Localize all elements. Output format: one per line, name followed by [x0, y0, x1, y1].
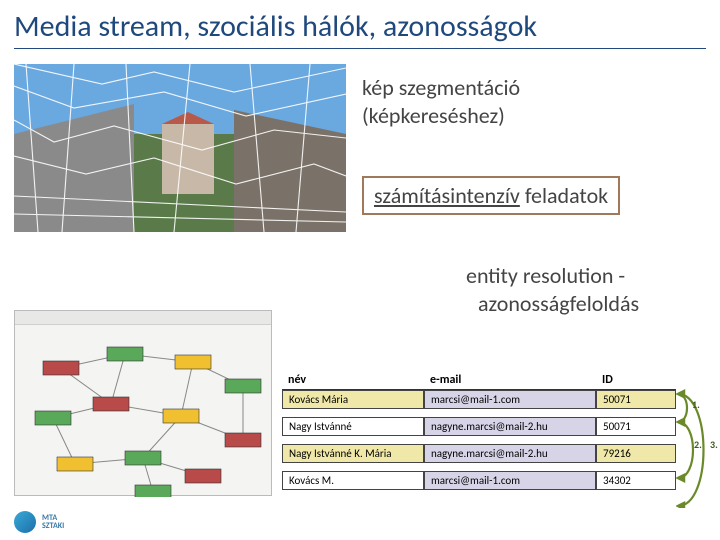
col-id: ID: [596, 371, 676, 390]
cell-email: nagyne.marcsi@mail-2.hu: [424, 417, 596, 436]
arrow-label-1: 1.: [692, 398, 700, 411]
entity-text-2: azonosságfeloldás: [478, 290, 639, 317]
cell-id: 50071: [596, 390, 676, 409]
title-underline: [14, 48, 706, 49]
cell-email: marcsi@mail-1.com: [424, 471, 596, 490]
table-header-row: név e-mail ID: [282, 371, 676, 390]
footer-logo: MTASZTAKI: [14, 510, 100, 534]
logo-text: MTASZTAKI: [42, 514, 64, 530]
row-gap: [282, 409, 676, 417]
seg-text-2: (képkereséshez): [362, 102, 505, 129]
graph-thumbnail: [14, 310, 272, 496]
boxed-compute-intensive: számításintenzív feladatok: [362, 176, 620, 215]
cell-name: Kovács M.: [282, 471, 424, 490]
table-row: Kovács M.marcsi@mail-1.com34302: [282, 471, 676, 490]
cell-name: Nagy Istvánné K. Mária: [282, 444, 424, 463]
table-row: Nagy Istvánnénagyne.marcsi@mail-2.hu5007…: [282, 417, 676, 436]
boxed-underlined: számításintenzív: [374, 182, 520, 209]
seg-text-1: kép szegmentáció: [362, 74, 520, 101]
col-name: név: [282, 371, 424, 390]
graph-svg: [15, 325, 273, 497]
logo-circle-icon: [14, 511, 36, 533]
table-row: Nagy Istvánné K. Márianagyne.marcsi@mail…: [282, 444, 676, 463]
arrow-label-3: 3.: [710, 438, 718, 451]
segmentation-image: [14, 64, 346, 232]
cell-name: Nagy Istvánné: [282, 417, 424, 436]
cell-name: Kovács Mária: [282, 390, 424, 409]
row-gap: [282, 463, 676, 471]
row-gap: [282, 436, 676, 444]
segmentation-svg: [14, 64, 346, 232]
col-email: e-mail: [424, 371, 596, 390]
entity-resolution-table: név e-mail ID Kovács Máriamarcsi@mail-1.…: [282, 371, 676, 490]
boxed-suffix: feladatok: [520, 182, 608, 209]
graph-toolbar: [15, 311, 271, 325]
cell-email: nagyne.marcsi@mail-2.hu: [424, 444, 596, 463]
cell-email: marcsi@mail-1.com: [424, 390, 596, 409]
slide-title: Media stream, szociális hálók, azonosság…: [14, 8, 537, 45]
entity-text-1: entity resolution -: [466, 262, 625, 289]
arrow-label-2: 2.: [694, 438, 702, 451]
cell-id: 79216: [596, 444, 676, 463]
table-row: Kovács Máriamarcsi@mail-1.com50071: [282, 390, 676, 409]
cell-id: 34302: [596, 471, 676, 490]
cell-id: 50071: [596, 417, 676, 436]
